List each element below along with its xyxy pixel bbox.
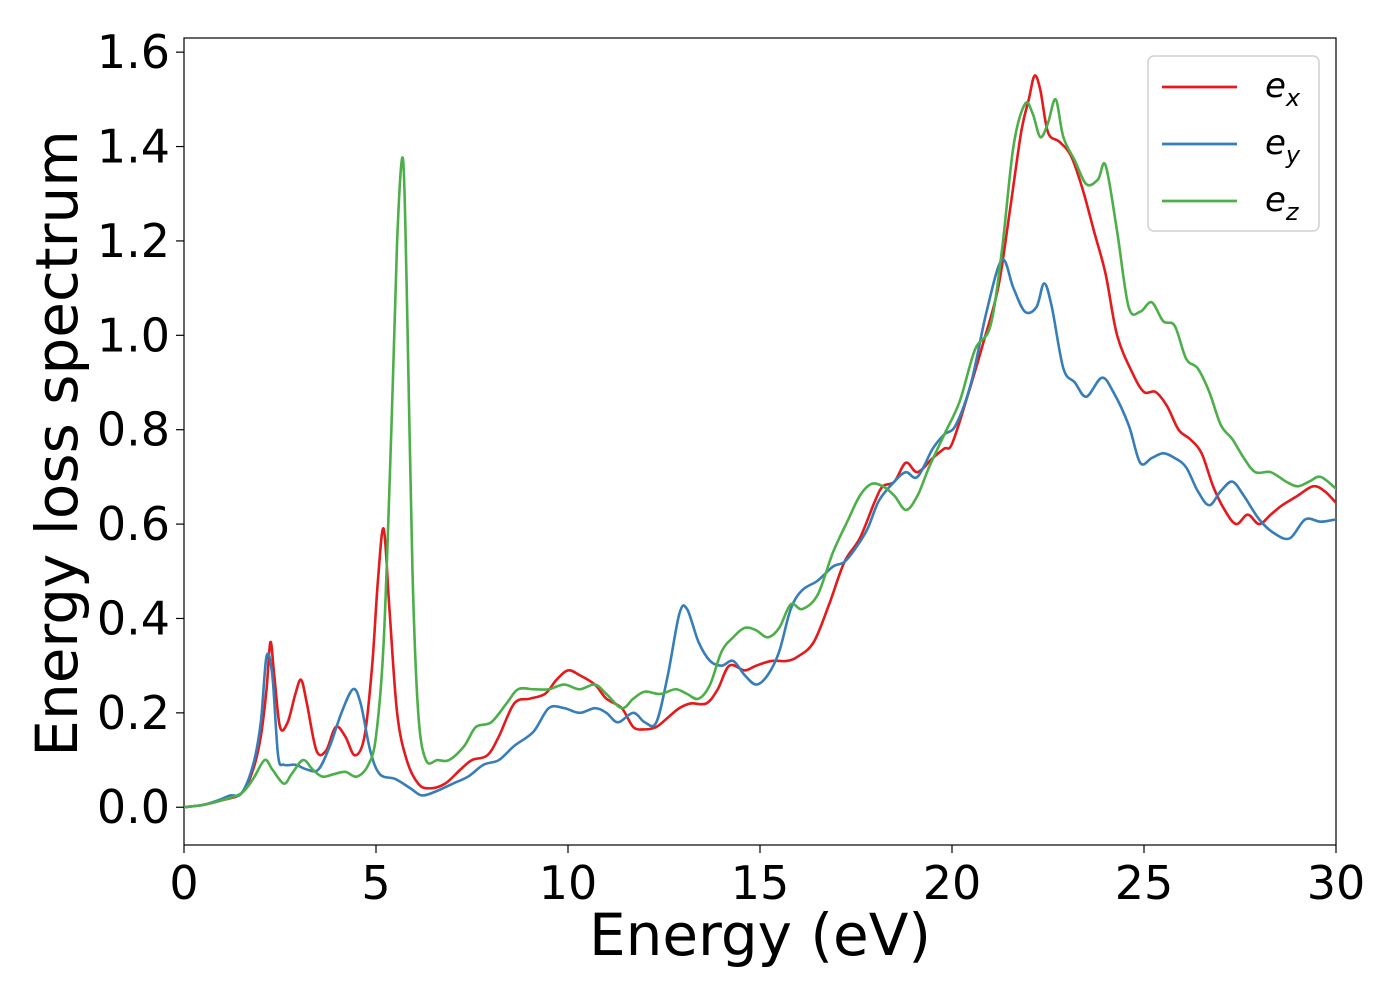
- x-tick-label: 5: [361, 856, 390, 910]
- y-tick-label: 0.4: [97, 591, 170, 645]
- series-layer: [184, 74, 1336, 809]
- legend-item-x: ex: [1162, 66, 1301, 112]
- x-tick-label: 20: [923, 856, 982, 910]
- y-tick-label: 1.6: [97, 25, 170, 79]
- legend-label: ex: [1265, 66, 1301, 112]
- y-tick-label: 0.2: [97, 686, 170, 740]
- series-line-y: [184, 258, 1336, 809]
- x-axis: 0 5 10 15 20 25 30: [169, 845, 1365, 910]
- y-tick-label: 1.4: [97, 120, 170, 174]
- legend: ex ey ez: [1147, 55, 1320, 232]
- x-tick-label: 10: [539, 856, 598, 910]
- series-line-z: [184, 98, 1336, 809]
- x-tick-label: 0: [169, 856, 198, 910]
- legend-label: ey: [1265, 123, 1301, 169]
- legend-label: ez: [1265, 180, 1300, 226]
- x-tick-label: 15: [731, 856, 790, 910]
- x-tick-label: 30: [1307, 856, 1366, 910]
- y-tick-label: 1.0: [97, 308, 170, 362]
- y-tick-label: 0.6: [97, 497, 170, 551]
- x-axis-title: Energy (eV): [589, 901, 931, 969]
- legend-item-z: ez: [1162, 180, 1300, 226]
- y-axis-title: Energy loss spectrum: [23, 130, 91, 756]
- legend-items: ex ey ez: [1162, 66, 1301, 226]
- y-tick-label: 1.2: [97, 214, 170, 268]
- y-tick-label: 0.8: [97, 403, 170, 457]
- series-line-x: [184, 74, 1336, 809]
- y-tick-label: 0.0: [97, 780, 170, 834]
- x-tick-label: 25: [1115, 856, 1174, 910]
- y-axis: 0.0 0.2 0.4 0.6 0.8 1.0 1.2 1.4 1.6: [97, 25, 184, 834]
- legend-item-y: ey: [1162, 123, 1301, 169]
